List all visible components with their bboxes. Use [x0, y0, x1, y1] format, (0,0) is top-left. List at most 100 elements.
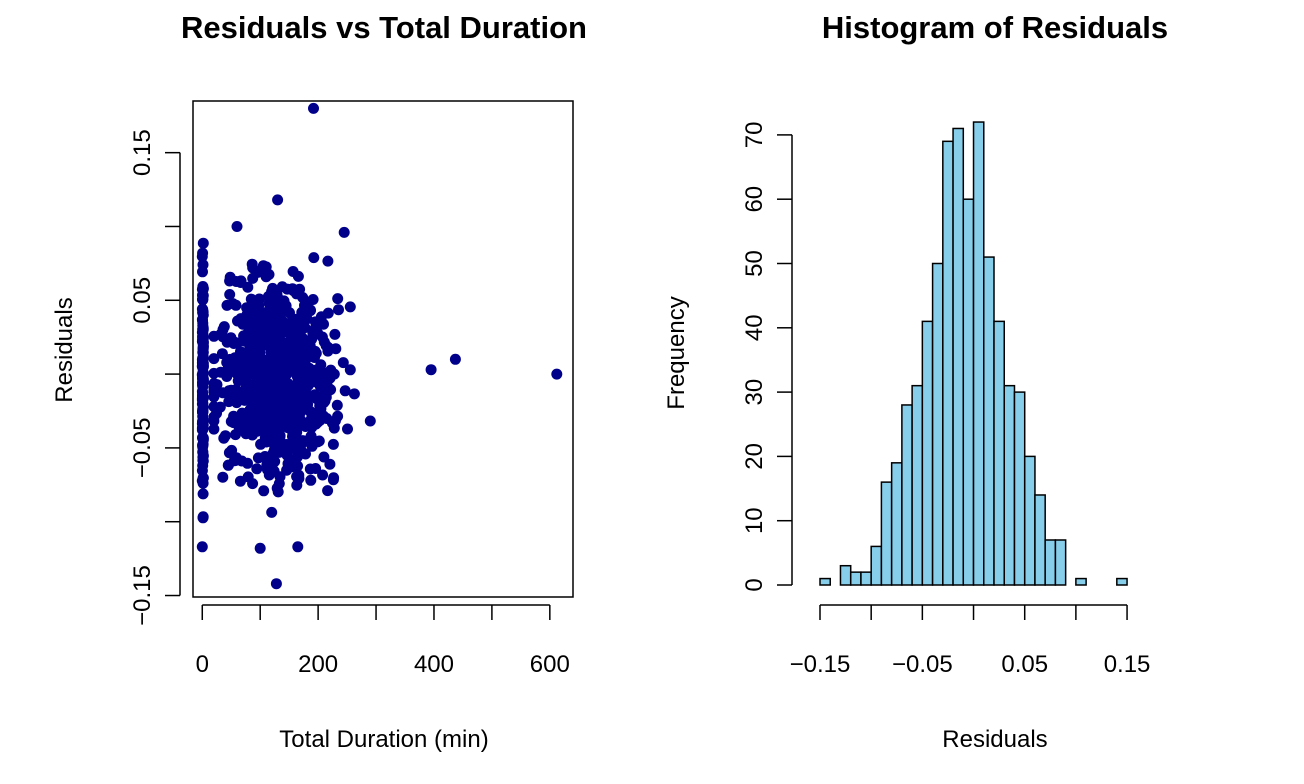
scatter-point	[263, 298, 275, 310]
scatter-point	[306, 421, 318, 433]
scatter-point	[230, 454, 242, 466]
scatter-point	[197, 237, 209, 249]
scatter-point	[280, 300, 292, 312]
scatter-point	[305, 474, 317, 486]
scatter-point	[216, 348, 228, 360]
scatter-point	[311, 393, 323, 405]
scatter-point	[196, 251, 208, 262]
scatter-point	[260, 334, 272, 346]
scatter-y-tick-label: −0.05	[129, 418, 156, 479]
scatter-point	[425, 364, 437, 376]
scatter-point	[309, 323, 321, 335]
scatter-point	[197, 414, 209, 426]
scatter-point	[288, 324, 300, 336]
scatter-point	[339, 385, 351, 397]
scatter-point	[297, 365, 308, 376]
scatter-point	[332, 410, 344, 422]
scatter-point	[348, 388, 360, 400]
scatter-y-tick-label: −0.15	[129, 565, 156, 626]
scatter-point	[333, 304, 344, 316]
scatter-point	[231, 221, 243, 232]
scatter-point	[197, 341, 209, 352]
scatter-point	[257, 260, 269, 272]
scatter-point	[338, 226, 350, 238]
scatter-point	[245, 293, 257, 305]
scatter-point	[223, 396, 235, 408]
scatter-plot-frame	[192, 100, 574, 598]
scatter-x-tick-label: 400	[414, 651, 454, 678]
scatter-point	[301, 381, 313, 393]
histogram-bar	[1075, 577, 1087, 586]
scatter-point	[449, 353, 461, 365]
histogram-title: Histogram of Residuals	[822, 10, 1168, 45]
scatter-point	[208, 382, 220, 394]
scatter-point	[259, 307, 271, 319]
scatter-point	[254, 542, 266, 554]
scatter-x-tick-label: 0	[196, 651, 209, 678]
scatter-point	[292, 353, 303, 365]
scatter-point	[318, 451, 330, 463]
histogram-bar	[860, 571, 872, 586]
histogram-bar	[931, 262, 944, 586]
scatter-y-label: Residuals	[51, 297, 78, 402]
histogram-x-axis: −0.15 −0.05 0.05 0.15	[790, 604, 1151, 678]
scatter-point	[286, 461, 298, 473]
scatter-point	[273, 478, 285, 490]
histogram-bar	[1023, 455, 1036, 586]
scatter-point	[242, 471, 254, 483]
scatter-point	[272, 194, 284, 206]
scatter-point	[196, 541, 208, 553]
scatter-point	[291, 315, 303, 327]
scatter-point	[268, 465, 280, 477]
scatter-point	[327, 438, 339, 450]
scatter-point	[279, 318, 291, 330]
histogram-x-tick-label: 0.15	[1104, 651, 1151, 678]
scatter-point	[364, 415, 376, 427]
scatter-point	[244, 404, 256, 416]
scatter-point	[259, 451, 271, 463]
scatter-point	[322, 485, 334, 497]
scatter-point	[327, 474, 339, 486]
scatter-point	[310, 463, 322, 474]
scatter-point	[197, 512, 209, 524]
scatter-point	[344, 301, 356, 313]
scatter-point	[235, 275, 247, 287]
scatter-point	[313, 435, 325, 447]
scatter-point	[258, 354, 270, 366]
scatter-point	[197, 322, 209, 334]
scatter-point	[247, 303, 259, 315]
histogram-bar	[839, 564, 852, 586]
scatter-point	[224, 271, 236, 283]
scatter-point	[197, 488, 209, 500]
scatter-point	[238, 317, 250, 329]
histogram-y-tick-label: 40	[741, 314, 768, 341]
scatter-point	[271, 410, 283, 422]
scatter-point	[219, 430, 231, 442]
scatter-point	[315, 311, 327, 323]
scatter-point	[197, 455, 209, 467]
scatter-point	[197, 432, 208, 444]
histogram-bar	[952, 127, 965, 586]
scatter-point	[265, 380, 277, 392]
scatter-x-axis: 0 200 400 600	[196, 604, 570, 678]
scatter-point	[309, 352, 320, 363]
scatter-point	[291, 386, 303, 398]
scatter-y-tick-label: 0.15	[129, 129, 156, 176]
histogram-bar	[890, 462, 903, 586]
scatter-point	[551, 368, 563, 380]
scatter-point	[324, 458, 336, 470]
scatter-point	[287, 431, 298, 443]
scatter-point	[230, 429, 241, 441]
scatter-point	[308, 102, 319, 114]
scatter-point	[224, 289, 236, 300]
scatter-point	[245, 368, 257, 380]
scatter-point	[253, 424, 265, 435]
scatter-point	[307, 294, 319, 305]
histogram-y-axis: 0 10 20 30 40 50 60 70	[741, 122, 793, 592]
histogram-bar	[962, 198, 975, 586]
scatter-point	[329, 328, 341, 340]
scatter-point	[258, 485, 270, 497]
scatter-point	[264, 315, 276, 327]
scatter-point	[294, 407, 306, 419]
